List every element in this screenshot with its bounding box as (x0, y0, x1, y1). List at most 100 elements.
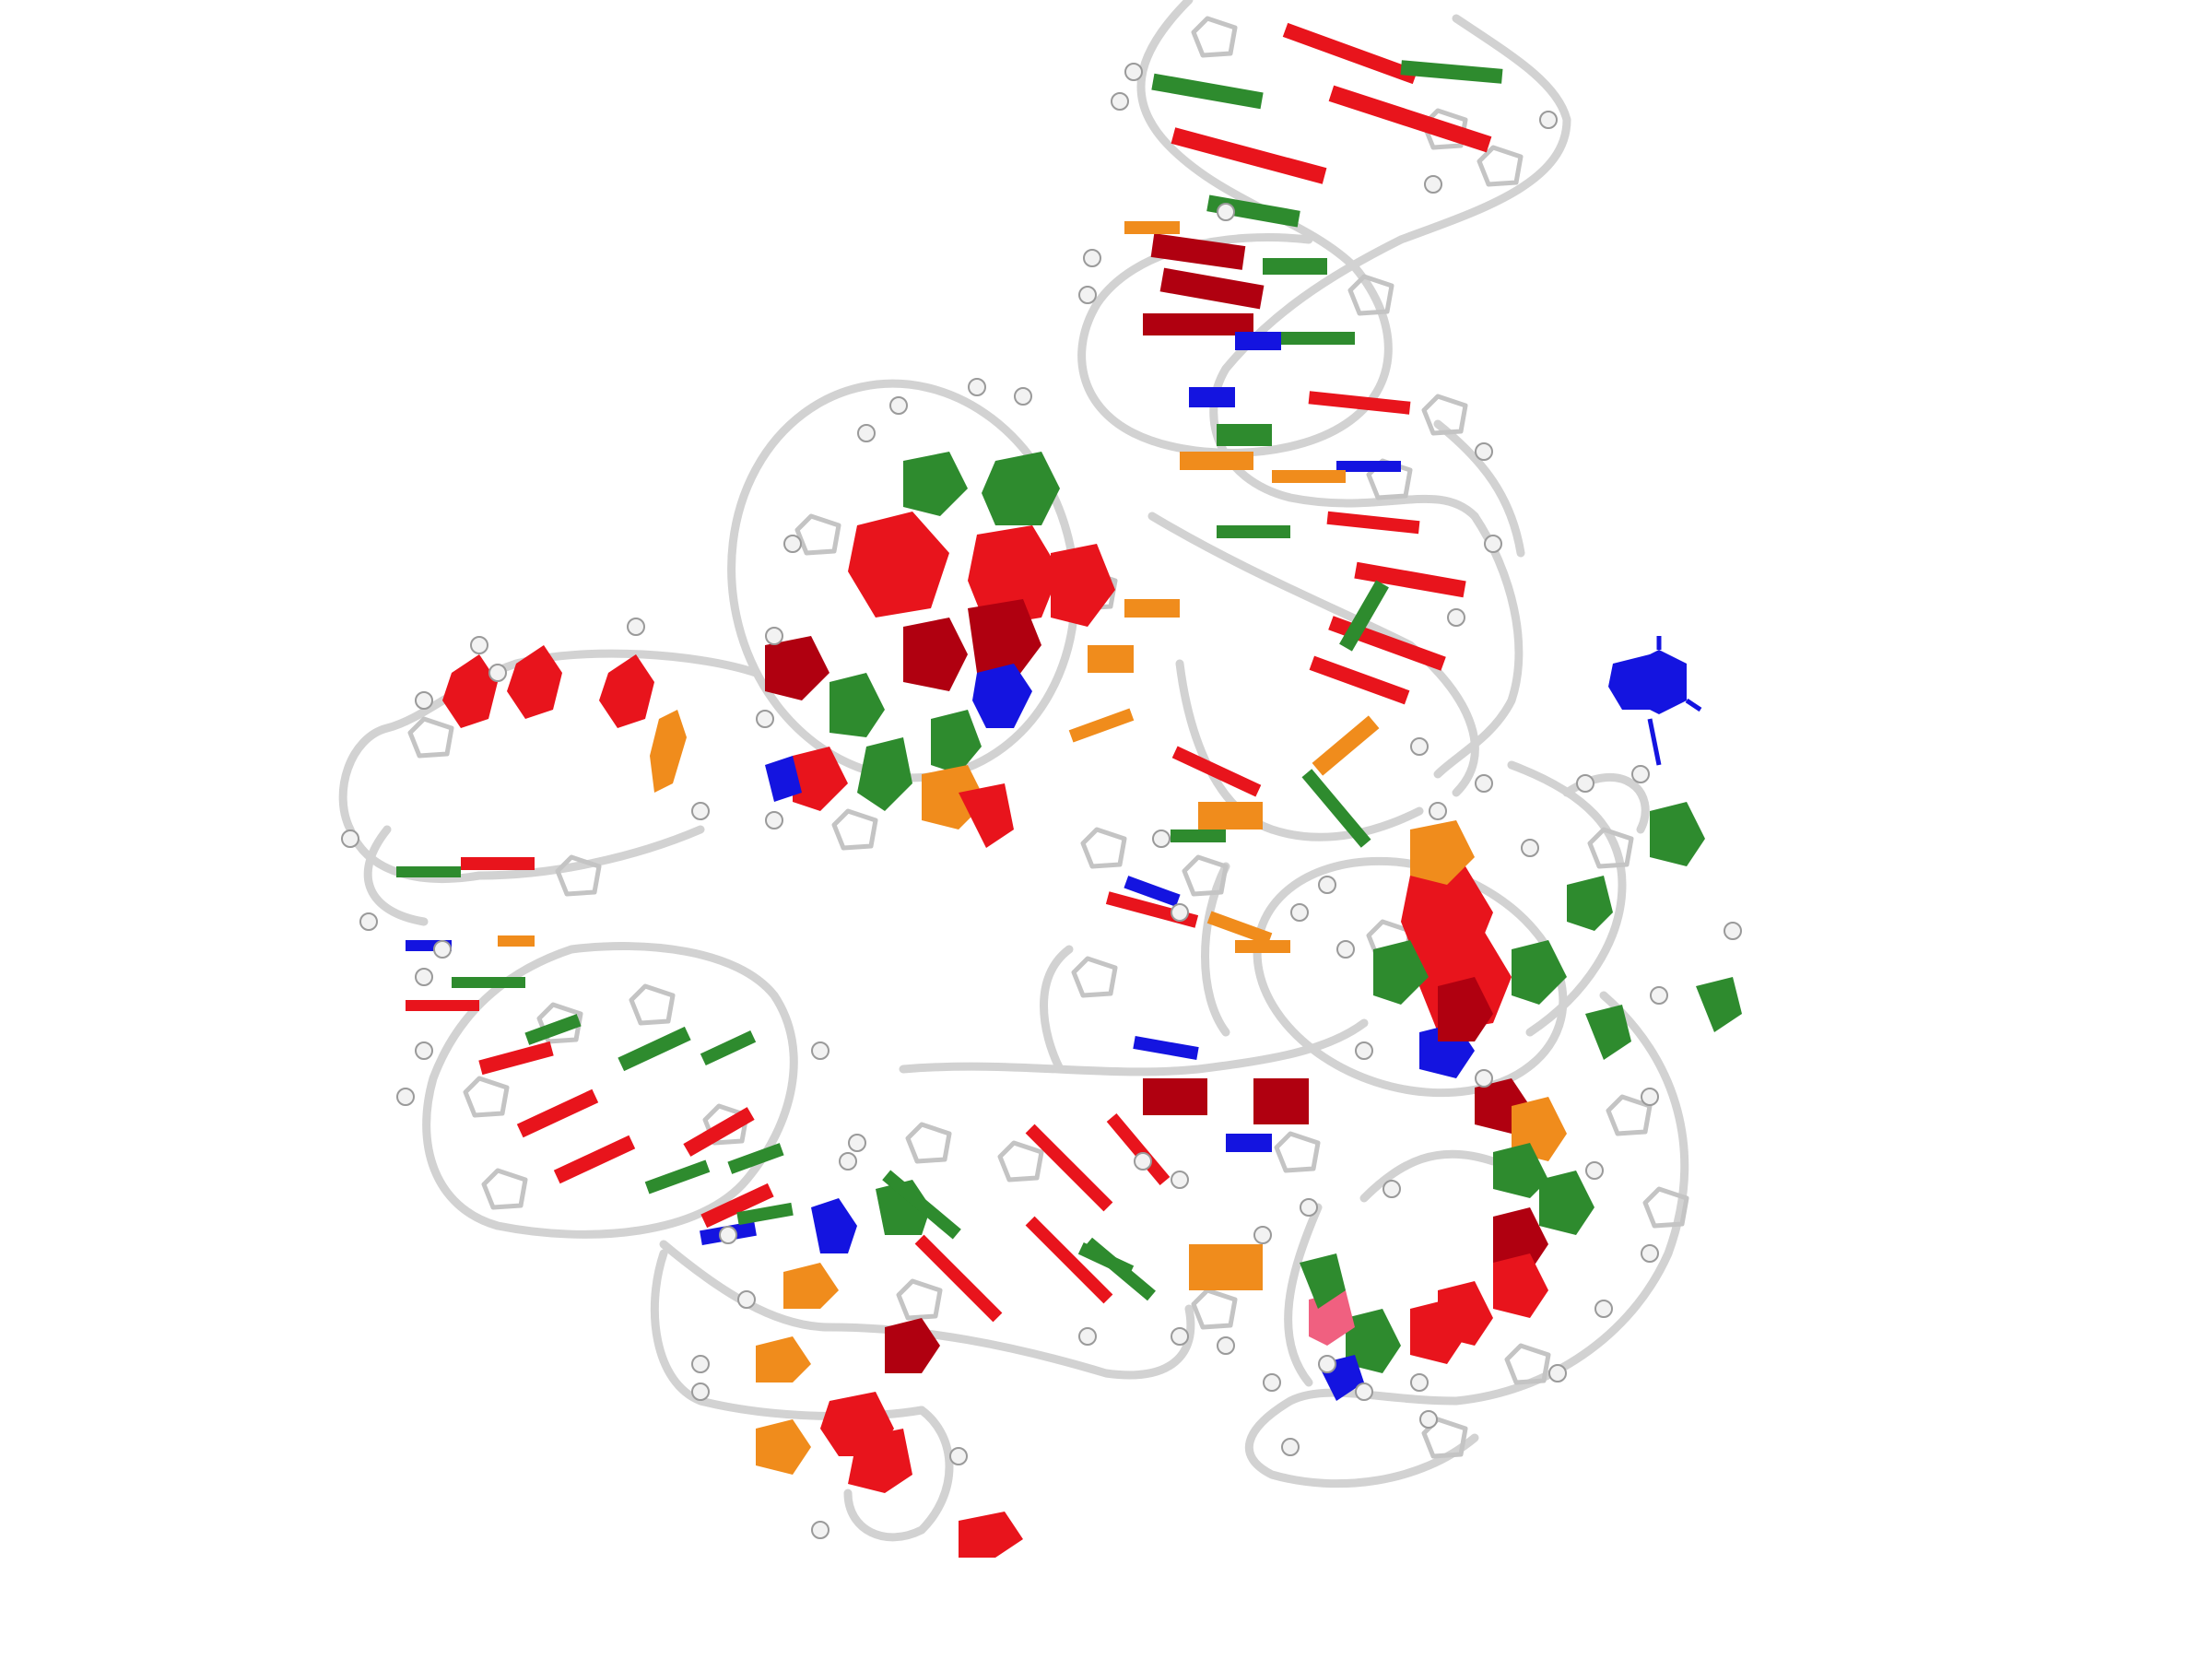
cytosine-base (1336, 461, 1401, 472)
adenine-base (442, 654, 498, 728)
uracil-base (1189, 1244, 1263, 1290)
guanine-base (524, 1014, 582, 1045)
guanine-base (396, 866, 461, 877)
uracil-base (498, 935, 535, 947)
guanine-base (1300, 1253, 1346, 1309)
uracil-base (1206, 911, 1273, 946)
guanine-base (1151, 73, 1264, 110)
guanine-base (1281, 332, 1355, 345)
uracil-base (1235, 940, 1290, 953)
adenine-base (848, 512, 949, 618)
adenine-base (1410, 1300, 1465, 1364)
uracil-base (650, 710, 687, 793)
adenine-base (1309, 655, 1410, 705)
cytosine-base (1235, 332, 1281, 350)
guanine-base (700, 1030, 757, 1066)
guanine-base (452, 977, 525, 988)
guanine-base (882, 1170, 961, 1240)
adenine-base (914, 1234, 1003, 1323)
uracil-base (1088, 645, 1134, 673)
uracil-base (1410, 820, 1475, 885)
adenine-base (848, 1429, 912, 1493)
guanine-base (736, 1202, 794, 1226)
adenine-base (1308, 391, 1411, 415)
guanine-base (727, 1143, 784, 1174)
adenine-base (1253, 1078, 1309, 1124)
adenine-base (1493, 1253, 1548, 1318)
adenine-base (1438, 977, 1493, 1041)
uracil-base (1272, 470, 1346, 483)
guanine-base (1585, 1005, 1631, 1060)
cytosine-base (765, 756, 802, 802)
uracil-base (1312, 715, 1380, 776)
cytosine-base (1226, 1134, 1272, 1152)
adenine-base (959, 783, 1014, 848)
guanine-base (618, 1026, 691, 1072)
guanine-base (1217, 525, 1290, 538)
guanine-base (830, 673, 885, 737)
guanine-base (1696, 977, 1742, 1032)
adenine-base (1051, 544, 1115, 627)
adenine-base (507, 645, 562, 719)
guanine-base (1339, 580, 1389, 652)
guanine-base (1346, 1309, 1401, 1373)
guanine-base (903, 452, 968, 516)
uracil-base (1198, 802, 1263, 830)
guanine-base (1400, 60, 1503, 84)
cytosine-base (1189, 387, 1235, 407)
uracil-base (1124, 599, 1180, 618)
adenine-base (1493, 1207, 1548, 1272)
adenine-base (1025, 1216, 1113, 1304)
guanine-base (857, 737, 912, 811)
guanine-base (982, 452, 1060, 525)
cytosine-base (972, 664, 1032, 728)
cytosine-base (1133, 1036, 1199, 1060)
adenine-base (1328, 85, 1492, 153)
adenine-base (700, 1182, 774, 1229)
guanine-base (1567, 876, 1613, 931)
cytosine-base (811, 1198, 857, 1253)
guanine-base (1206, 194, 1300, 228)
uracil-base (756, 1336, 811, 1382)
guanine-base (931, 710, 982, 774)
adenine-base (1106, 1113, 1171, 1185)
adenine-base (683, 1107, 755, 1157)
adenine-base (1326, 511, 1420, 535)
adenine-base (903, 618, 968, 691)
adenine-base (1282, 22, 1418, 85)
uracil-base (1180, 452, 1253, 470)
adenine-base (793, 747, 848, 811)
cytosine-base (1124, 876, 1181, 907)
guanine-base (1077, 1241, 1135, 1278)
adenine-base (1354, 561, 1466, 598)
adenine-base (1025, 1124, 1113, 1212)
adenine-base (968, 599, 1041, 682)
adenine-base (478, 1041, 554, 1076)
guanine-base (1171, 830, 1226, 842)
adenine-base (553, 1135, 636, 1184)
uracil-base (756, 1419, 811, 1475)
adenine-base (1171, 746, 1262, 797)
guanine-base (1263, 258, 1327, 275)
adenine-base (1159, 267, 1265, 310)
adenine-base (1150, 233, 1246, 270)
adenine-base (1171, 127, 1327, 184)
phosphate-atoms (341, 63, 1742, 1539)
guanine-base (1512, 940, 1567, 1005)
guanine-base (1650, 802, 1705, 866)
adenine-base (765, 636, 830, 700)
nucleobases (396, 22, 1742, 1558)
uracil-base (1068, 708, 1135, 743)
uracil-base (783, 1263, 839, 1309)
adenine-base (516, 1088, 599, 1138)
adenine-base (959, 1512, 1023, 1558)
adenine-base (885, 1318, 940, 1373)
guanine-base (644, 1159, 711, 1194)
adenine-base (461, 857, 535, 870)
uracil-base (1124, 221, 1180, 234)
guanine-base (1373, 940, 1429, 1005)
adenine-base (599, 654, 654, 728)
adenine-base (406, 1000, 479, 1011)
adenine-base (968, 525, 1060, 627)
